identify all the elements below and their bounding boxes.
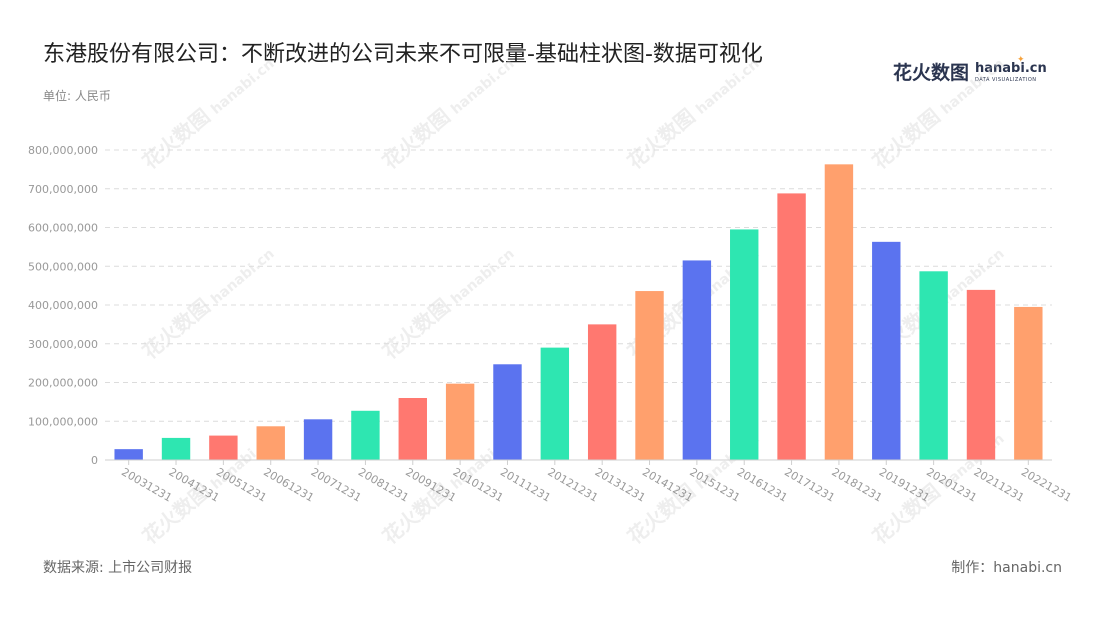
- x-tick-label: 20081231: [356, 465, 411, 504]
- watermark-cn-text: 花火数图: [378, 104, 455, 174]
- x-tick-label: 20221231: [1019, 465, 1074, 504]
- bar-series: [114, 164, 1043, 460]
- watermark-en-text: hanabi.cn: [448, 56, 517, 118]
- watermark-cn-text: 花火数图: [138, 294, 215, 364]
- bar[interactable]: [161, 437, 191, 460]
- x-tick-label: 20121231: [545, 465, 600, 504]
- watermark-cn-text: 花火数图: [868, 104, 945, 174]
- x-tick-label: 20161231: [735, 465, 790, 504]
- y-axis-ticks: 0 100,000,000 200,000,000 300,000,000 400,00…: [28, 144, 98, 467]
- bar[interactable]: [114, 449, 143, 460]
- logo-star-icon: ✦: [1017, 55, 1025, 65]
- x-tick-label: 20211231: [971, 465, 1026, 504]
- watermark-en-text: hanabi.cn: [693, 56, 762, 118]
- bar[interactable]: [540, 347, 570, 460]
- x-tick-label: 20071231: [309, 465, 364, 504]
- bar[interactable]: [1014, 306, 1043, 460]
- x-tick-label: 20031231: [119, 465, 174, 504]
- bar[interactable]: [730, 229, 759, 460]
- y-tick-label: 800,000,000: [28, 144, 98, 157]
- y-tick-label: 600,000,000: [28, 222, 98, 235]
- chart-title: 东港股份有限公司：不断改进的公司未来不可限量-基础柱状图-数据可视化: [43, 42, 763, 67]
- x-tick-label: 20061231: [261, 465, 316, 504]
- bar[interactable]: [824, 164, 854, 460]
- bar[interactable]: [493, 364, 522, 460]
- y-tick-label: 700,000,000: [28, 183, 98, 196]
- x-tick-label: 20171231: [782, 465, 837, 504]
- bar[interactable]: [777, 193, 806, 460]
- grid-lines: [105, 149, 1052, 422]
- watermark-en-text: hanabi.cn: [938, 56, 1007, 118]
- y-tick-label: 300,000,000: [28, 338, 98, 351]
- bar[interactable]: [587, 324, 617, 460]
- bar[interactable]: [256, 426, 285, 460]
- bar[interactable]: [303, 419, 333, 460]
- unit-label: 单位: 人民币: [43, 89, 111, 103]
- logo-cn-text: 花火数图: [893, 62, 970, 84]
- bar[interactable]: [398, 398, 427, 460]
- bar[interactable]: [966, 289, 996, 460]
- y-tick-label: 500,000,000: [28, 260, 98, 273]
- watermark-en-text: hanabi.cn: [448, 246, 517, 308]
- x-tick-label: 20131231: [593, 465, 648, 504]
- y-tick-label: 0: [91, 454, 98, 467]
- logo-sub-text: DATA VISUALIZATION: [975, 77, 1037, 83]
- y-tick-label: 100,000,000: [28, 415, 98, 428]
- y-tick-label: 400,000,000: [28, 299, 98, 312]
- bar[interactable]: [682, 260, 712, 460]
- data-source: 数据来源: 上市公司财报: [43, 560, 193, 576]
- bar[interactable]: [209, 435, 238, 460]
- logo-en-text: hanabi.cn: [975, 61, 1047, 76]
- bar[interactable]: [635, 291, 664, 460]
- bar[interactable]: [872, 241, 901, 460]
- maker-credit: 制作：hanabi.cn: [951, 560, 1062, 576]
- watermark-cn-text: 花火数图: [378, 294, 455, 364]
- watermark-en-text: hanabi.cn: [208, 246, 277, 308]
- brand-logo: 花火数图 hanabi.cn DATA VISUALIZATION ✦: [893, 55, 1047, 88]
- watermark-en-text: hanabi.cn: [208, 56, 277, 118]
- x-tick-label: 20181231: [829, 465, 884, 504]
- watermark-cn-text: 花火数图: [623, 104, 700, 174]
- bar[interactable]: [445, 383, 475, 460]
- watermark-cn-text: 花火数图: [138, 104, 215, 174]
- x-tick-label: 20111231: [498, 465, 553, 504]
- bar[interactable]: [919, 271, 948, 460]
- y-tick-label: 200,000,000: [28, 377, 98, 390]
- bar[interactable]: [351, 410, 380, 460]
